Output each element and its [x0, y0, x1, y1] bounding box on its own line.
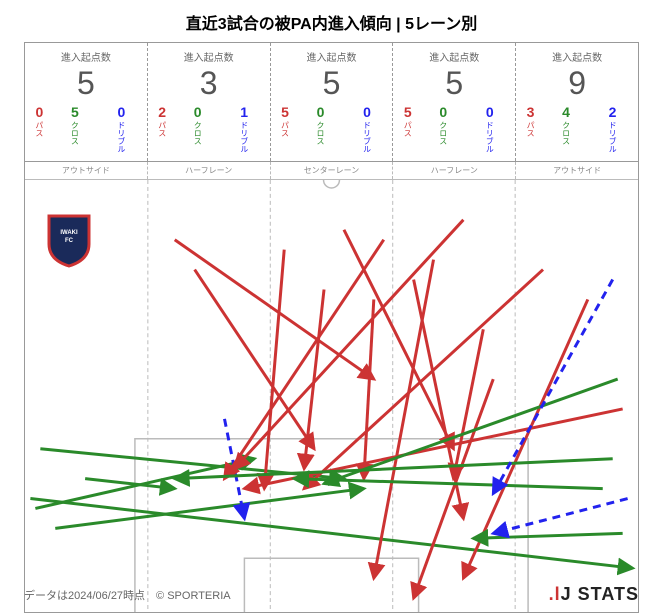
arrow-pass	[344, 230, 453, 449]
dribble-label: ドリブル	[361, 121, 372, 153]
dribble-count: 0	[117, 105, 125, 119]
lane-stat-3: 進入起点数 5 5 パス 0 クロス 0 ドリブル	[393, 43, 516, 161]
pass-count: 5	[281, 105, 289, 119]
lane-breakdown: 2 パス 0 クロス 1 ドリブル	[150, 105, 268, 153]
cross-label: クロス	[561, 121, 572, 145]
dribble-count: 0	[363, 105, 371, 119]
arrow-pass	[264, 250, 284, 489]
lane-name-3: ハーフレーン	[393, 162, 516, 179]
arrow-pass	[453, 329, 483, 478]
cross-label: クロス	[438, 121, 449, 145]
dribble-count: 0	[486, 105, 494, 119]
arrow-pass	[234, 220, 463, 469]
lane-stat-label: 進入起点数	[27, 49, 145, 64]
lane-names-row: アウトサイドハーフレーンセンターレーンハーフレーンアウトサイド	[25, 162, 638, 180]
cross-label: クロス	[315, 121, 326, 145]
pass-count: 3	[527, 105, 535, 119]
arrow-cross	[294, 479, 603, 489]
pass-count: 2	[158, 105, 166, 119]
dribble-label: ドリブル	[239, 121, 250, 153]
cross-count: 5	[71, 105, 79, 119]
lane-name-4: アウトサイド	[516, 162, 638, 179]
lane-stat-total: 3	[150, 66, 268, 101]
pitch-svg	[25, 180, 638, 612]
cross-label: クロス	[192, 121, 203, 145]
dribble-label: ドリブル	[484, 121, 495, 153]
lane-breakdown: 5 パス 0 クロス 0 ドリブル	[395, 105, 513, 153]
team-logo: IWAKI FC	[45, 212, 93, 268]
arrow-dribble	[493, 499, 627, 534]
dribble-label: ドリブル	[607, 121, 618, 153]
dribble-count: 1	[240, 105, 248, 119]
logo-text-1: IWAKI	[60, 230, 78, 236]
arrow-pass	[304, 270, 543, 489]
dribble-count: 2	[609, 105, 617, 119]
cross-count: 0	[439, 105, 447, 119]
pass-label: パス	[402, 121, 413, 137]
arrow-cross	[473, 534, 622, 539]
pass-label: パス	[279, 121, 290, 137]
lane-stat-2: 進入起点数 5 5 パス 0 クロス 0 ドリブル	[271, 43, 394, 161]
lane-stat-total: 5	[27, 66, 145, 101]
footer-credit: データは2024/06/27時点 © SPORTERIA	[24, 587, 231, 603]
lane-stat-total: 5	[395, 66, 513, 101]
brand-logo: .lJ STATS	[549, 584, 639, 605]
lane-breakdown: 5 パス 0 クロス 0 ドリブル	[273, 105, 391, 153]
pass-count: 5	[404, 105, 412, 119]
logo-text-2: FC	[65, 238, 74, 244]
lane-breakdown: 0 パス 5 クロス 0 ドリブル	[27, 105, 145, 153]
lane-stat-total: 9	[518, 66, 636, 101]
pass-label: パス	[157, 121, 168, 137]
pass-label: パス	[34, 121, 45, 137]
cross-count: 4	[562, 105, 570, 119]
lane-stat-label: 進入起点数	[150, 49, 268, 64]
lane-stat-label: 進入起点数	[518, 49, 636, 64]
pitch-area: アウトサイドハーフレーンセンターレーンハーフレーンアウトサイド IWAKI FC	[24, 161, 639, 613]
lane-stat-0: 進入起点数 5 0 パス 5 クロス 0 ドリブル	[25, 43, 148, 161]
lane-breakdown: 3 パス 4 クロス 2 ドリブル	[518, 105, 636, 153]
arrow-pass	[414, 379, 494, 598]
lane-name-0: アウトサイド	[25, 162, 148, 179]
lane-stats-row: 進入起点数50パス5クロス0ドリブル進入起点数32パス0クロス1ドリブル進入起点…	[24, 42, 639, 161]
cross-count: 0	[194, 105, 202, 119]
lane-stat-label: 進入起点数	[273, 49, 391, 64]
chart-title: 直近3試合の被PA内進入傾向 | 5レーン別	[0, 0, 663, 42]
footer: データは2024/06/27時点 © SPORTERIA .lJ STATS	[24, 584, 639, 605]
cross-label: クロス	[69, 121, 80, 145]
lane-stat-total: 5	[273, 66, 391, 101]
lane-stat-label: 進入起点数	[395, 49, 513, 64]
cross-count: 0	[317, 105, 325, 119]
pass-count: 0	[35, 105, 43, 119]
arrow-pass	[304, 290, 324, 469]
arrow-pass	[244, 409, 622, 489]
lane-stat-4: 進入起点数 9 3 パス 4 クロス 2 ドリブル	[516, 43, 638, 161]
dribble-label: ドリブル	[116, 121, 127, 153]
lane-stat-1: 進入起点数 3 2 パス 0 クロス 1 ドリブル	[148, 43, 271, 161]
pass-label: パス	[525, 121, 536, 137]
lane-name-2: センターレーン	[271, 162, 394, 179]
lane-name-1: ハーフレーン	[148, 162, 271, 179]
arrow-pass	[224, 240, 383, 479]
